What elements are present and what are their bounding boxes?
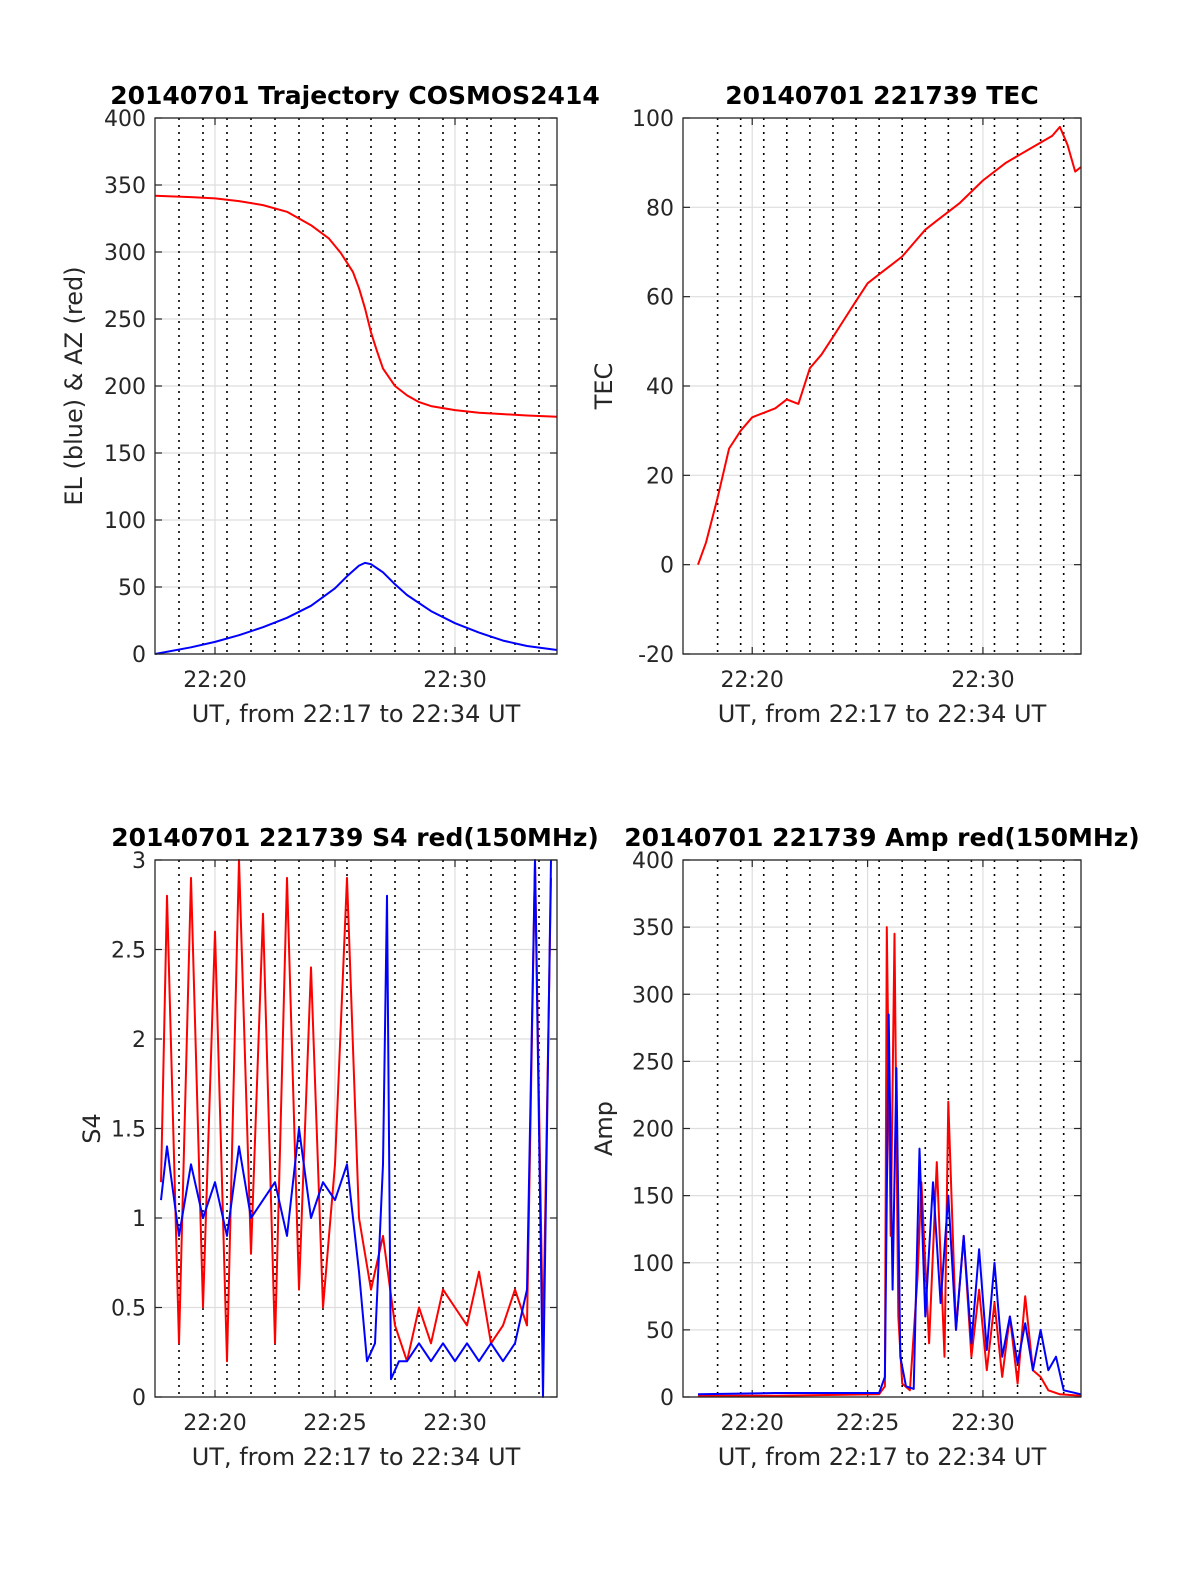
y-tick-label: 3 (132, 849, 146, 874)
series-line-1 (160, 859, 552, 1398)
y-tick-label: 300 (632, 983, 674, 1008)
x-tick-label: 22:25 (836, 1411, 899, 1436)
y-axis-label: EL (blue) & AZ (red) (60, 266, 88, 505)
x-axis-label: UT, from 22:17 to 22:34 UT (718, 700, 1047, 728)
x-tick-label: 22:20 (721, 1411, 784, 1436)
y-tick-label: 200 (632, 1118, 674, 1143)
x-axis-label: UT, from 22:17 to 22:34 UT (192, 1443, 521, 1471)
x-tick-label: 22:20 (183, 668, 246, 693)
y-tick-label: 50 (646, 1319, 674, 1344)
y-tick-label: 400 (632, 849, 674, 874)
y-tick-label: 0 (132, 643, 146, 668)
y-tick-label: 150 (632, 1185, 674, 1210)
y-tick-label: 20 (646, 464, 674, 489)
y-tick-label: 100 (104, 509, 146, 534)
y-tick-label: 1 (132, 1207, 146, 1232)
x-tick-label: 22:20 (721, 668, 784, 693)
x-tick-label: 22:25 (303, 1411, 366, 1436)
chart-trajectory: 0 50 100 150 200 250 300 350 400 22:20 22:30 201407… (60, 81, 600, 728)
y-tick-label: 250 (632, 1050, 674, 1075)
y-tick-label: 2.5 (111, 939, 146, 964)
chart-tec: -20 0 20 40 60 80 100 22:20 22:30 20140701 221739… (590, 81, 1082, 728)
series-line-0 (698, 926, 1082, 1397)
y-tick-label: 350 (104, 174, 146, 199)
chart-title: 20140701 221739 S4 red(150MHz) (111, 823, 599, 852)
series-line-1 (697, 1013, 1082, 1396)
y-tick-label: 250 (104, 308, 146, 333)
y-tick-label: 0.5 (111, 1297, 146, 1322)
chart-title: 20140701 Trajectory COSMOS2414 (110, 81, 600, 110)
x-tick-label: 22:30 (951, 1411, 1014, 1436)
axes-box (154, 859, 558, 1398)
series-line-1 (154, 561, 558, 655)
y-tick-label: 150 (104, 442, 146, 467)
y-tick-label: 200 (104, 375, 146, 400)
y-tick-label: 80 (646, 196, 674, 221)
y-tick-label: 350 (632, 916, 674, 941)
y-tick-label: 40 (646, 375, 674, 400)
y-tick-label: 400 (104, 107, 146, 132)
chart-amp: 0 50 100 150 200 250 300 350 400 22:20 22:25 22:30 2… (590, 823, 1140, 1471)
y-axis-label: Amp (590, 1101, 618, 1156)
y-tick-label: 50 (118, 576, 146, 601)
y-tick-label: 0 (660, 1386, 674, 1411)
y-tick-label: 0 (132, 1386, 146, 1411)
x-tick-label: 22:30 (423, 668, 486, 693)
series-line-0 (154, 194, 558, 418)
series-line-0 (697, 125, 1082, 566)
x-tick-label: 22:20 (183, 1411, 246, 1436)
axes-box (154, 117, 558, 655)
x-tick-label: 22:30 (951, 668, 1014, 693)
axes-box (682, 859, 1082, 1398)
y-tick-label: 0 (660, 554, 674, 579)
x-tick-label: 22:30 (423, 1411, 486, 1436)
y-tick-label: 100 (632, 1252, 674, 1277)
y-tick-label: 100 (632, 107, 674, 132)
y-tick-label: 300 (104, 241, 146, 266)
chart-title: 20140701 221739 TEC (725, 81, 1038, 110)
x-axis-label: UT, from 22:17 to 22:34 UT (718, 1443, 1047, 1471)
y-axis-label: TEC (590, 363, 618, 411)
y-tick-label: 1.5 (111, 1118, 146, 1143)
y-tick-label: -20 (638, 643, 674, 668)
axes-box (682, 117, 1082, 655)
x-axis-label: UT, from 22:17 to 22:34 UT (192, 700, 521, 728)
chart-s4: 0 0.5 1 1.5 2 2.5 3 22:20 22:25 22:30 20140701 221… (78, 823, 599, 1471)
y-tick-label: 2 (132, 1028, 146, 1053)
y-tick-label: 60 (646, 286, 674, 311)
chart-title: 20140701 221739 Amp red(150MHz) (624, 823, 1140, 852)
y-axis-label: S4 (78, 1113, 106, 1144)
